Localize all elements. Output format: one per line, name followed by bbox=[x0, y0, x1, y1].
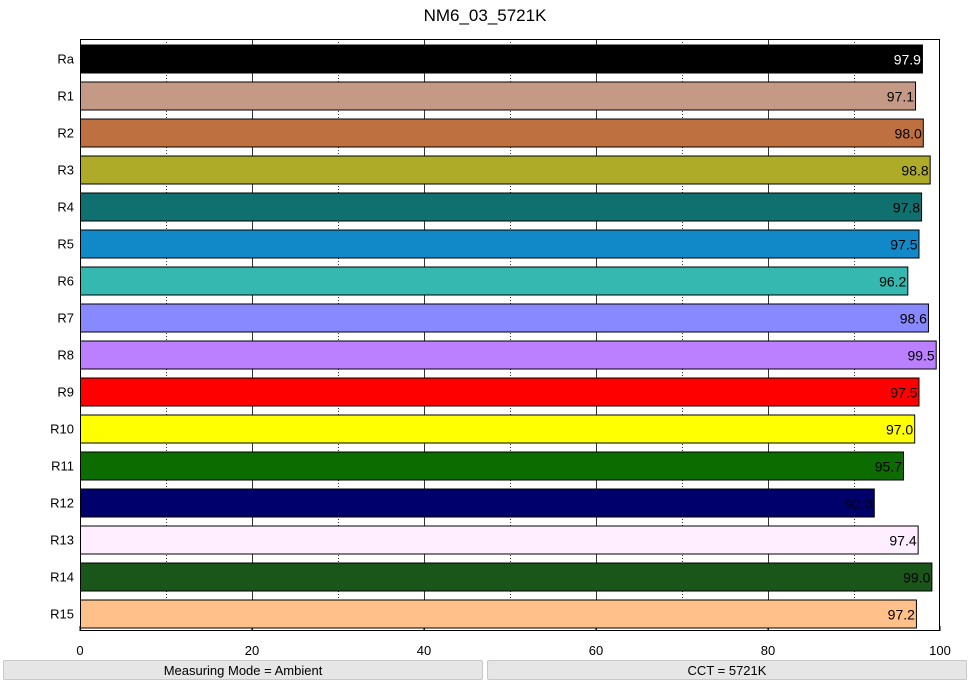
x-tick-label: 60 bbox=[589, 643, 603, 658]
category-label: R14 bbox=[50, 570, 74, 585]
category-label: R7 bbox=[57, 311, 74, 326]
chart-title: NM6_03_5721K bbox=[423, 6, 547, 25]
value-label: 98.6 bbox=[900, 311, 927, 327]
category-label: Ra bbox=[57, 52, 74, 67]
measuring-mode-status: Measuring Mode = Ambient bbox=[3, 660, 483, 680]
status-bar: Measuring Mode = Ambient CCT = 5721K bbox=[0, 659, 970, 683]
bar-r13 bbox=[80, 525, 919, 555]
bar-r8 bbox=[80, 340, 937, 370]
category-label: R4 bbox=[57, 200, 74, 215]
category-label: R6 bbox=[57, 274, 74, 289]
bar-r4 bbox=[80, 192, 923, 222]
category-label: R3 bbox=[57, 163, 74, 178]
category-label: R15 bbox=[50, 607, 74, 622]
bar-r9 bbox=[80, 377, 920, 407]
x-tick-label: 20 bbox=[245, 643, 259, 658]
category-label: R9 bbox=[57, 385, 74, 400]
value-label: 97.4 bbox=[889, 533, 916, 549]
category-label: R12 bbox=[50, 496, 74, 511]
bar-r1 bbox=[80, 81, 917, 111]
category-label: R2 bbox=[57, 126, 74, 141]
value-label: 99.5 bbox=[907, 348, 934, 364]
bar-r15 bbox=[80, 599, 917, 629]
bar-r14 bbox=[80, 562, 933, 592]
x-tick-label: 100 bbox=[929, 643, 951, 658]
category-label: R8 bbox=[57, 348, 74, 363]
bar-r3 bbox=[80, 155, 931, 185]
value-label: 97.8 bbox=[893, 200, 920, 216]
category-label: R5 bbox=[57, 237, 74, 252]
x-tick-label: 80 bbox=[761, 643, 775, 658]
x-tick-label: 40 bbox=[417, 643, 431, 658]
bar-r7 bbox=[80, 303, 929, 333]
cct-status: CCT = 5721K bbox=[487, 660, 967, 680]
value-label: 97.5 bbox=[890, 237, 917, 253]
category-label: R1 bbox=[57, 89, 74, 104]
bar-r12 bbox=[80, 488, 875, 518]
x-tick-label: 0 bbox=[76, 643, 83, 658]
value-label: 96.2 bbox=[879, 274, 906, 290]
value-label: 92.3 bbox=[846, 496, 873, 512]
value-label: 98.0 bbox=[895, 126, 922, 142]
value-label: 95.7 bbox=[875, 459, 902, 475]
bar-ra bbox=[80, 44, 923, 74]
value-label: 97.0 bbox=[886, 422, 913, 438]
value-label: 97.1 bbox=[887, 89, 914, 105]
bar-chart: 0 20 40 60 80 100 Ra 97.9 R1 97.1 R2 98.0 R3 98.8 R4 97… bbox=[50, 39, 951, 658]
value-label: 99.0 bbox=[903, 570, 930, 586]
value-label: 97.5 bbox=[890, 385, 917, 401]
category-label: R10 bbox=[50, 422, 74, 437]
bar-r10 bbox=[80, 414, 916, 444]
category-label: R11 bbox=[51, 459, 74, 474]
bar-r2 bbox=[80, 118, 924, 148]
bar-r6 bbox=[80, 266, 909, 296]
bar-r5 bbox=[80, 229, 920, 259]
value-label: 97.2 bbox=[888, 607, 915, 623]
category-label: R13 bbox=[50, 533, 74, 548]
bar-r11 bbox=[80, 451, 905, 481]
value-label: 97.9 bbox=[894, 52, 921, 68]
value-label: 98.8 bbox=[901, 163, 928, 179]
